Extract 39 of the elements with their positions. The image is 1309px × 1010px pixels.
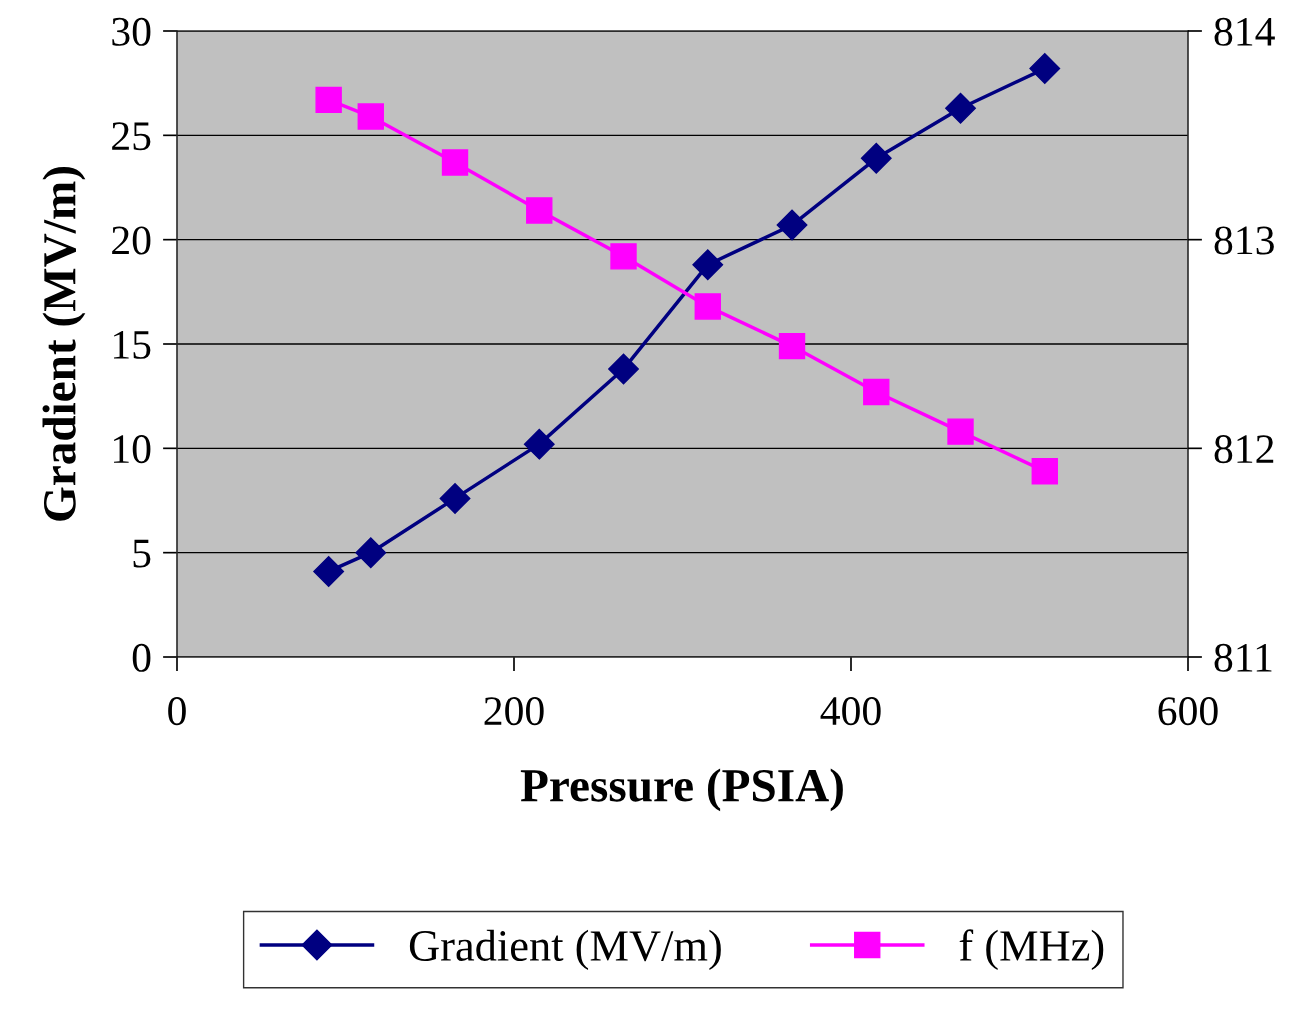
y2-tick-label: 811	[1214, 643, 1272, 672]
point	[355, 537, 387, 569]
x-axis-title: Pressure (PSIA)	[520, 768, 843, 812]
y-tick-label: 25	[112, 122, 151, 151]
point	[315, 86, 342, 114]
point	[439, 482, 471, 514]
point	[523, 428, 555, 460]
point	[694, 293, 721, 320]
point	[526, 197, 553, 224]
y2-tick-label: 813	[1214, 226, 1274, 255]
point	[357, 103, 384, 130]
y2-tick-label: 812	[1214, 435, 1274, 464]
y2-tick-label: 814	[1214, 17, 1275, 46]
y-tick-label: 30	[112, 17, 151, 46]
legend-label: Gradient (MV/m)	[409, 929, 721, 970]
y-tick-label: 5	[133, 539, 151, 568]
x-tick-label: 200	[484, 697, 544, 726]
point	[776, 209, 808, 241]
point	[1029, 53, 1061, 84]
point	[863, 378, 890, 406]
point	[860, 142, 892, 174]
y-axis-title: Gradient (MV/m)	[42, 167, 86, 521]
point	[608, 353, 639, 385]
y-tick-label: 10	[114, 435, 151, 464]
point	[778, 332, 806, 360]
y-tick-label: 20	[112, 226, 151, 255]
point	[1031, 458, 1058, 485]
x-tick-label: 600	[1158, 697, 1218, 726]
point	[610, 243, 637, 270]
y-tick-label: 15	[114, 330, 151, 359]
point	[441, 149, 469, 176]
x-tick-label: 400	[820, 697, 881, 726]
x-tick-label: 0	[168, 697, 186, 726]
point	[313, 556, 345, 587]
point	[692, 249, 724, 281]
point	[945, 92, 976, 124]
point	[947, 418, 974, 445]
y-tick-label: 0	[132, 643, 151, 672]
legend-label: f (MHz)	[959, 929, 1104, 970]
